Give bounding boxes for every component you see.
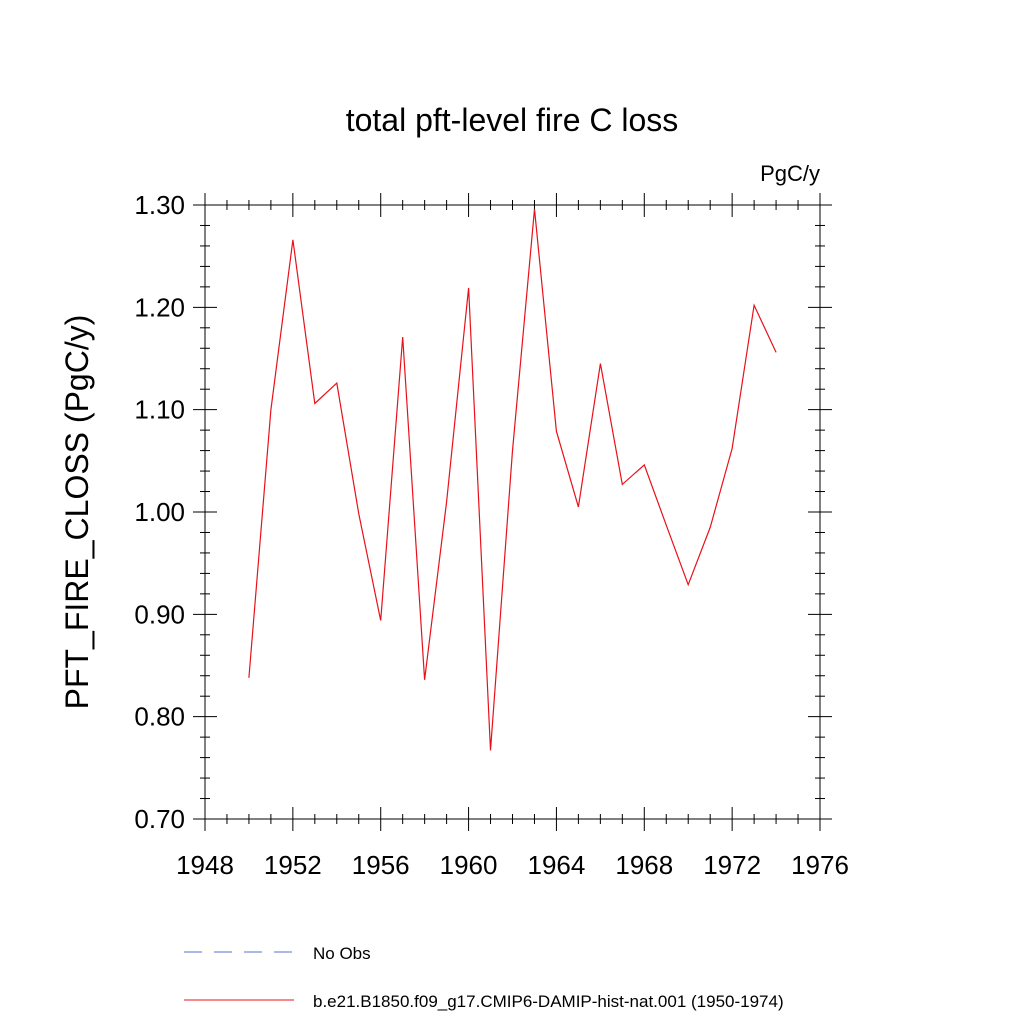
units-label: PgC/y (760, 161, 820, 186)
y-tick-label: 1.00 (134, 497, 185, 527)
y-tick-label: 1.20 (134, 292, 185, 322)
x-tick-label: 1972 (703, 850, 761, 880)
y-axis-label: PFT_FIRE_CLOSS (PgC/y) (59, 315, 95, 710)
plot-frame (204, 204, 821, 820)
y-tick-label: 0.80 (134, 702, 185, 732)
chart-title: total pft-level fire C loss (346, 102, 679, 138)
legend-label: b.e21.B1850.f09_g17.CMIP6-DAMIP-hist-nat… (313, 992, 784, 1011)
x-tick-label: 1976 (791, 850, 849, 880)
legend-label: No Obs (313, 944, 371, 963)
y-tick-label: 0.70 (134, 804, 185, 834)
axis-ticks: 0.70 0.80 0.90 1.00 1.10 1.20 1.30 1948 1952 1956… (134, 190, 849, 880)
series-layer (248, 209, 777, 751)
x-tick-label: 1952 (264, 850, 322, 880)
x-tick-label: 1964 (528, 850, 586, 880)
x-tick-label: 1968 (615, 850, 673, 880)
x-tick-label: 1948 (176, 850, 234, 880)
y-tick-label: 0.90 (134, 599, 185, 629)
x-tick-label: 1956 (352, 850, 410, 880)
y-tick-label: 1.10 (134, 395, 185, 425)
legend: No Obs b.e21.B1850.f09_g17.CMIP6-DAMIP-hi… (184, 944, 784, 1011)
x-tick-label: 1960 (440, 850, 498, 880)
series-line (248, 209, 777, 751)
y-tick-label: 1.30 (134, 190, 185, 220)
